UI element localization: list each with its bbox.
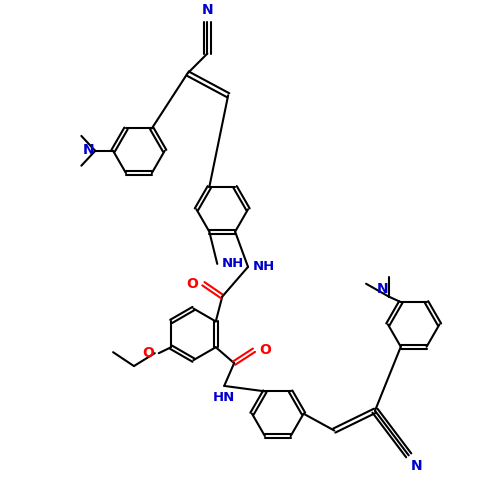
Text: N: N [376,282,388,296]
Text: HN: HN [213,391,236,404]
Text: O: O [142,346,154,360]
Text: NH: NH [253,260,275,274]
Text: O: O [186,276,198,290]
Text: NH: NH [222,258,244,270]
Text: N: N [82,143,94,157]
Text: O: O [259,343,271,357]
Text: N: N [410,460,422,473]
Text: N: N [202,3,213,17]
